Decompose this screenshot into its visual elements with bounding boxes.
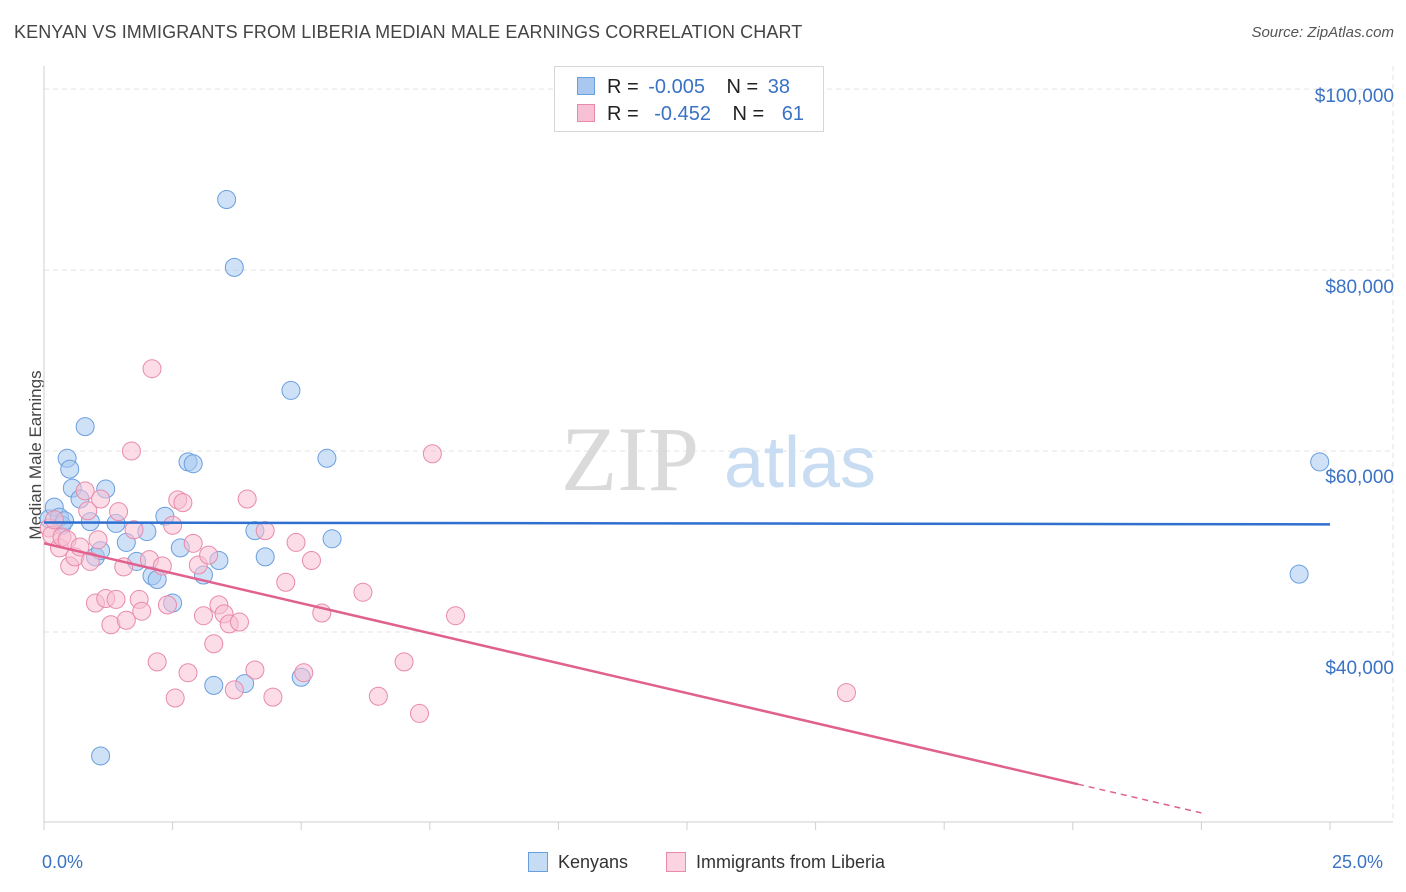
legend-r-value: -0.452	[654, 103, 711, 125]
liberia-point	[286, 532, 306, 552]
axes	[43, 66, 1394, 830]
liberia-point	[237, 489, 257, 509]
liberia-point	[301, 551, 321, 571]
liberia-point	[80, 551, 100, 571]
liberia-point	[132, 601, 152, 621]
trend-lines	[43, 521, 1331, 814]
bottom-legend-label-kenyans: Kenyans	[558, 852, 629, 872]
liberia-point	[91, 489, 111, 509]
liberia-point	[157, 595, 177, 615]
liberia-point	[142, 359, 162, 379]
kenyan-point	[183, 454, 203, 474]
kenyan-point	[1289, 564, 1309, 584]
legend-row-liberia: R = -0.452 N = 61	[577, 103, 804, 126]
liberia-point	[245, 660, 265, 680]
liberia-point	[276, 572, 296, 592]
legend-n-value: 38	[767, 76, 791, 98]
liberia-trend-line-extension	[1077, 783, 1202, 814]
kenyan-point	[60, 459, 80, 479]
legend-swatch-liberia	[577, 104, 595, 122]
kenyan-point	[217, 190, 237, 210]
liberia-point	[88, 530, 108, 550]
liberia-point	[224, 680, 244, 700]
kenyan-point	[224, 257, 244, 277]
liberia-point	[193, 606, 213, 626]
kenyan-trend-line	[43, 521, 1331, 526]
kenyan-point	[322, 529, 342, 549]
liberia-point	[446, 606, 466, 626]
liberia-point	[44, 510, 64, 530]
source-label: Source: ZipAtlas.com	[1251, 24, 1394, 41]
bottom-legend-label-liberia: Immigrants from Liberia	[696, 852, 886, 872]
liberia-point	[147, 652, 167, 672]
kenyan-point	[204, 675, 224, 695]
x-tick-label-max: 25.0%	[1332, 852, 1384, 872]
liberia-point	[229, 612, 249, 632]
chart-title: KENYAN VS IMMIGRANTS FROM LIBERIA MEDIAN…	[14, 22, 803, 42]
bottom-legend-kenyans: Kenyans	[528, 852, 628, 873]
liberia-point	[294, 663, 314, 683]
legend-n-value: 61	[781, 103, 805, 125]
liberia-point	[353, 582, 373, 602]
liberia-point	[178, 663, 198, 683]
kenyan-point	[91, 746, 111, 766]
watermark-atlas: atlas	[724, 423, 876, 503]
y-tick-label: $100,000	[1314, 86, 1394, 107]
liberia-point	[394, 652, 414, 672]
legend-r-value: -0.005	[648, 76, 705, 98]
liberia-point	[163, 515, 183, 535]
liberia-point	[183, 533, 203, 553]
bottom-legend-swatch-liberia	[666, 852, 686, 872]
liberia-point	[204, 634, 224, 654]
liberia-point	[124, 520, 144, 540]
kenyan-point	[317, 448, 337, 468]
kenyan-point	[255, 547, 275, 567]
legend-swatch-kenyans	[577, 77, 595, 95]
x-tick-label-min: 0.0%	[42, 852, 84, 872]
y-tick-label: $60,000	[1325, 467, 1394, 488]
watermark-zip: ZIP	[561, 408, 699, 510]
liberia-point	[199, 545, 219, 565]
liberia-point	[75, 481, 95, 501]
liberia-point	[422, 444, 442, 464]
legend-row-kenyans: R = -0.005 N = 38	[577, 76, 790, 99]
liberia-point	[106, 589, 126, 609]
liberia-point	[836, 683, 856, 703]
liberia-point	[121, 441, 141, 461]
liberia-point	[78, 501, 98, 521]
kenyan-point	[281, 380, 301, 400]
bottom-legend-liberia: Immigrants from Liberia	[666, 852, 885, 873]
liberia-point	[263, 687, 283, 707]
legend: R = -0.005 N = 38 R = -0.452 N = 61	[554, 66, 824, 132]
y-tick-label: $80,000	[1325, 277, 1394, 298]
liberia-point	[109, 502, 129, 522]
liberia-point	[116, 610, 136, 630]
kenyan-point	[75, 417, 95, 437]
liberia-point	[165, 688, 185, 708]
y-tick-label: $40,000	[1325, 658, 1394, 679]
bottom-legend-swatch-kenyans	[528, 852, 548, 872]
liberia-point	[255, 521, 275, 541]
liberia-trend-line	[43, 542, 1079, 786]
liberia-point	[173, 493, 193, 513]
liberia-point	[410, 703, 430, 723]
liberia-point	[368, 686, 388, 706]
gridlines	[44, 88, 1393, 633]
kenyan-point	[1310, 452, 1330, 472]
